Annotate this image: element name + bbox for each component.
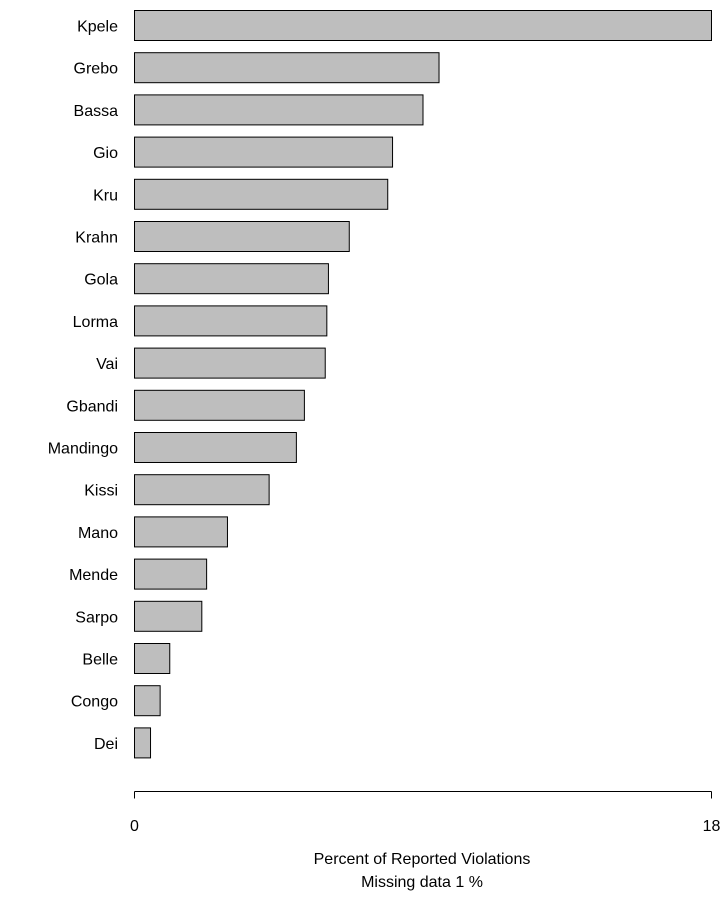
category-label-vai: Vai [96, 356, 118, 373]
bar-kissi [134, 474, 270, 506]
category-label-gola: Gola [84, 272, 118, 289]
bar-mandingo [134, 432, 297, 463]
bar-lorma [134, 305, 328, 337]
bars-group [134, 10, 712, 759]
x-tick-group: 0 18 [130, 791, 721, 835]
bar-gbandi [134, 389, 305, 421]
bar-dei [134, 727, 152, 759]
x-tick-label: 0 [130, 818, 139, 835]
category-labels: Kpele Grebo Bassa Gio Kru Krahn Gola Lorma Vai Gb… [48, 19, 118, 753]
category-label-mandingo: Mandingo [48, 441, 118, 458]
category-label-congo: Congo [71, 694, 118, 711]
category-label-krahn: Krahn [75, 230, 118, 247]
category-label-kru: Kru [93, 187, 118, 204]
category-label-sarpo: Sarpo [75, 609, 118, 626]
missing-data-note: Missing data 1 % [361, 874, 483, 891]
bar-sarpo [134, 600, 203, 632]
bar-kpele [134, 10, 712, 41]
category-label-bassa: Bassa [74, 103, 119, 120]
bar-gola [134, 263, 329, 295]
category-label-lorma: Lorma [73, 314, 118, 331]
bar-krahn [134, 221, 350, 252]
bar-vai [134, 347, 326, 379]
x-axis-label: Percent of Reported Violations [314, 851, 531, 868]
category-label-kissi: Kissi [84, 483, 118, 500]
bar-mende [134, 558, 208, 590]
bar-belle [134, 643, 171, 674]
category-label-dei: Dei [94, 736, 118, 753]
bar-bassa [134, 94, 424, 126]
bar-mano [134, 516, 228, 548]
bar-congo [134, 685, 161, 717]
bar-gio [134, 136, 394, 168]
category-label-gbandi: Gbandi [66, 398, 118, 415]
bar-kru [134, 178, 389, 210]
category-label-grebo: Grebo [74, 61, 119, 78]
x-tick-label: 18 [703, 818, 721, 835]
category-label-kpele: Kpele [77, 19, 118, 36]
category-label-mende: Mende [69, 567, 118, 584]
category-label-mano: Mano [78, 525, 118, 542]
category-label-belle: Belle [82, 652, 118, 669]
category-label-gio: Gio [93, 145, 118, 162]
bar-grebo [134, 52, 440, 84]
